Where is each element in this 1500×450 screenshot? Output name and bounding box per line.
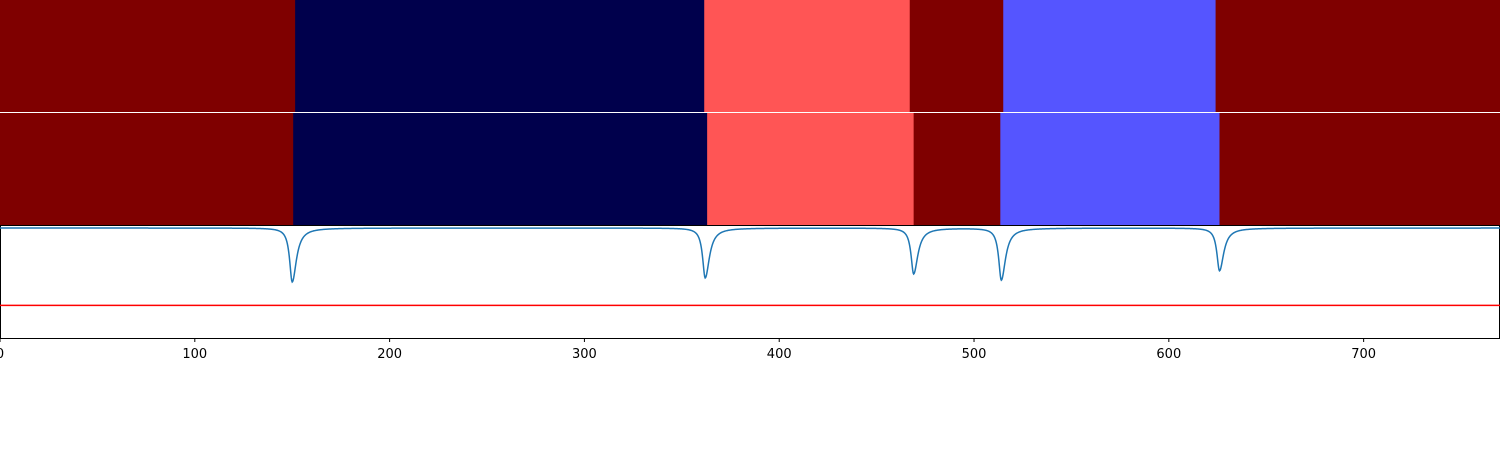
heatmap-segment-bottom-5 (1219, 112, 1500, 226)
heatmap-segment-bottom-1 (293, 112, 708, 226)
heatmap-segment-top-0 (0, 0, 296, 113)
x-tick-label-300: 300 (572, 347, 597, 362)
x-tick-label-600: 600 (1156, 347, 1181, 362)
heatmap-segment-top-1 (295, 0, 705, 113)
series-layer (0, 227, 1500, 284)
line-panel-frame (0, 225, 1500, 339)
heatmap-segment-bottom-2 (707, 112, 915, 226)
signal-line (0, 227, 1500, 284)
heatmap-segment-top-3 (909, 0, 1004, 113)
heatmap-segment-top-4 (1003, 0, 1217, 113)
x-tick-label-0: 0 (0, 347, 4, 362)
x-tick-label-400: 400 (767, 347, 792, 362)
heatmap-band-bottom (0, 112, 1500, 226)
heatmap-band-top (0, 0, 1500, 113)
heatmap-segment-bottom-0 (0, 112, 294, 226)
x-tick-label-700: 700 (1351, 347, 1376, 362)
x-tick-label-500: 500 (962, 347, 987, 362)
x-tick-label-200: 200 (377, 347, 402, 362)
heatmap-segment-top-5 (1215, 0, 1500, 113)
line-panel (0, 225, 1500, 339)
heatmap-segment-bottom-4 (1000, 112, 1220, 226)
heatmap-segment-bottom-3 (913, 112, 1001, 226)
x-tick-label-100: 100 (182, 347, 207, 362)
x-axis: 0 100 200 300 400 500 600 700 (0, 338, 1376, 362)
heatmap-segment-top-2 (704, 0, 911, 113)
